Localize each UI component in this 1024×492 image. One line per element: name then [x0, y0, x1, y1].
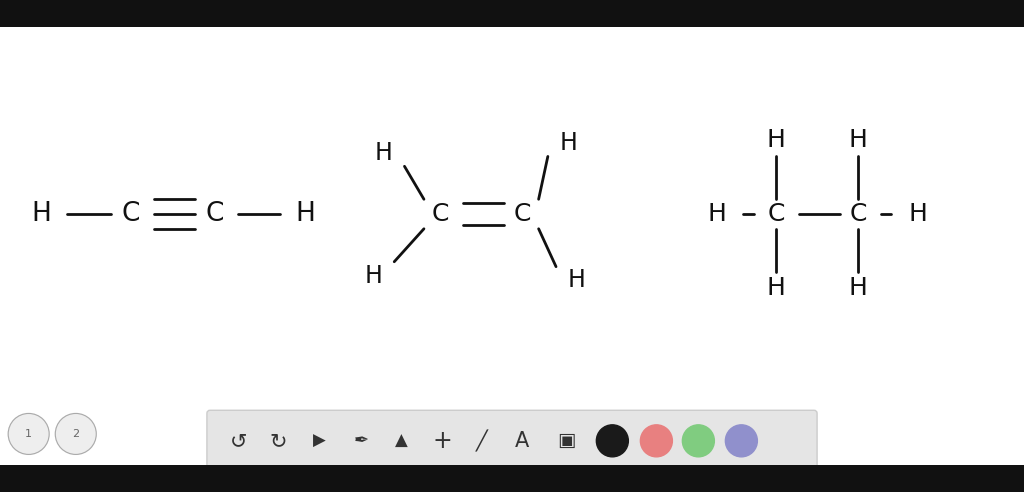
Text: C: C [768, 202, 784, 226]
Text: C: C [206, 201, 224, 227]
Circle shape [640, 425, 673, 457]
Text: H: H [908, 202, 927, 226]
Circle shape [596, 425, 629, 457]
Text: C: C [850, 202, 866, 226]
Text: A: A [515, 431, 529, 451]
Text: C: C [514, 202, 530, 226]
Text: ↻: ↻ [269, 431, 288, 451]
Text: C: C [432, 202, 449, 226]
Text: H: H [295, 201, 315, 227]
Text: ✒: ✒ [354, 432, 369, 450]
Text: ▲: ▲ [395, 432, 408, 450]
Text: +: + [432, 429, 453, 453]
Bar [0, 465, 1024, 492]
Text: H: H [849, 276, 867, 300]
Text: ▶: ▶ [313, 432, 326, 450]
FancyBboxPatch shape [207, 410, 817, 473]
Text: C: C [122, 201, 140, 227]
Text: H: H [375, 141, 393, 164]
Text: H: H [31, 201, 51, 227]
Circle shape [682, 425, 715, 457]
Text: ↺: ↺ [229, 431, 248, 451]
Text: H: H [849, 128, 867, 152]
Circle shape [55, 413, 96, 455]
Text: ╱: ╱ [475, 430, 487, 452]
Circle shape [725, 425, 758, 457]
Text: H: H [567, 269, 586, 292]
Text: H: H [708, 202, 726, 226]
Bar [0, 0, 1024, 27]
Circle shape [8, 413, 49, 455]
Text: H: H [559, 131, 578, 154]
Text: ▣: ▣ [557, 431, 575, 450]
Text: H: H [365, 264, 383, 287]
Text: 1: 1 [26, 429, 32, 439]
Text: H: H [767, 128, 785, 152]
Text: 2: 2 [73, 429, 79, 439]
Text: H: H [767, 276, 785, 300]
